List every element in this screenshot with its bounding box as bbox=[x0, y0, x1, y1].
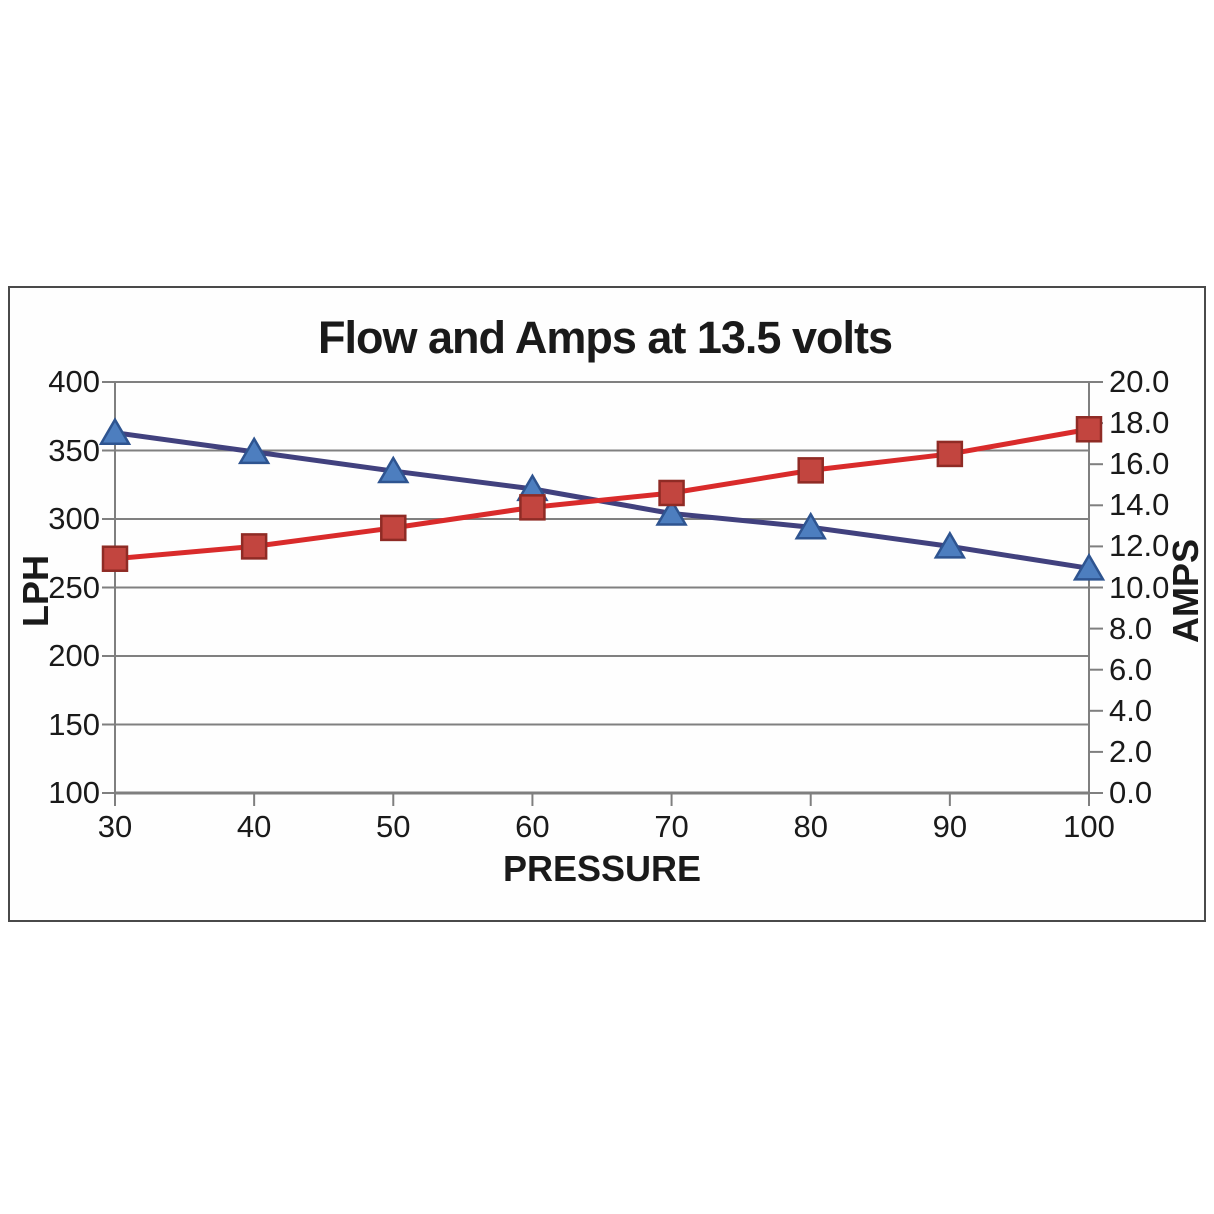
right-axis-tick-label: 0.0 bbox=[1109, 775, 1153, 810]
right-axis-tick-label: 14.0 bbox=[1109, 487, 1170, 523]
x-axis-tick-label: 50 bbox=[376, 809, 411, 844]
right-axis-tick-label: 12.0 bbox=[1109, 528, 1170, 564]
left-axis-tick-label: 200 bbox=[48, 638, 100, 673]
left-axis-tick-label: 400 bbox=[48, 364, 100, 399]
left-axis-tick-label: 100 bbox=[48, 775, 100, 810]
right-axis-tick-label: 2.0 bbox=[1109, 733, 1153, 769]
right-axis-tick-label: 20.0 bbox=[1109, 364, 1170, 399]
chart-title: Flow and Amps at 13.5 volts bbox=[318, 312, 893, 363]
x-axis-tick-label: 60 bbox=[515, 809, 550, 844]
left-axis-tick-label: 250 bbox=[48, 569, 100, 605]
right-axis-tick-label: 10.0 bbox=[1109, 569, 1170, 605]
right-axis-tick-label: 4.0 bbox=[1109, 692, 1153, 728]
right-axis-tick-label: 6.0 bbox=[1109, 651, 1153, 687]
x-axis-tick-label: 40 bbox=[236, 809, 272, 844]
x-axis-tick-label: 70 bbox=[654, 809, 689, 844]
right-axis-tick-label: 16.0 bbox=[1109, 446, 1170, 482]
x-axis-tick-label: 90 bbox=[932, 809, 968, 844]
right-axis-tick-label: 8.0 bbox=[1109, 610, 1153, 646]
x-axis-tick-label: 100 bbox=[1063, 809, 1115, 844]
chart-frame bbox=[8, 286, 1206, 922]
left-axis-tick-label: 300 bbox=[48, 501, 100, 536]
left-axis-tick-label: 350 bbox=[48, 432, 100, 468]
right-axis-tick-label: 18.0 bbox=[1109, 405, 1170, 441]
x-axis-title: PRESSURE bbox=[502, 848, 702, 889]
x-axis-tick-label: 30 bbox=[97, 809, 133, 844]
x-axis-tick-label: 80 bbox=[793, 809, 828, 844]
left-axis-tick-label: 150 bbox=[48, 706, 100, 742]
